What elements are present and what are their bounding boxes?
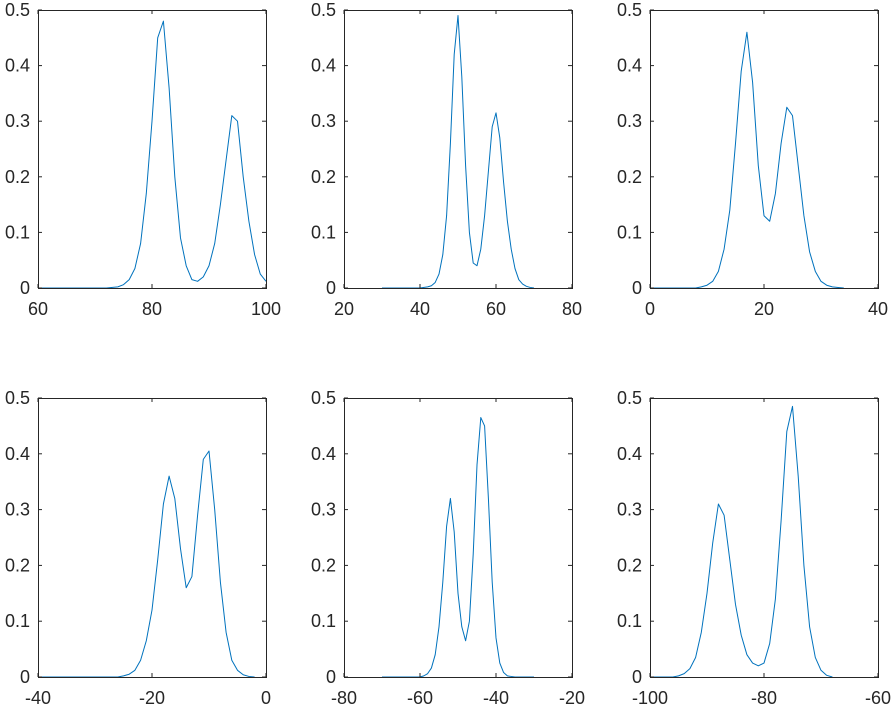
y-tick-label: 0.1	[617, 611, 642, 631]
axes-box	[650, 10, 879, 289]
y-tick-label: 0.1	[5, 611, 30, 631]
axes-box	[344, 10, 573, 289]
x-tick-label: 60	[28, 299, 48, 319]
x-tick-label: -100	[632, 688, 668, 706]
x-tick-label: 20	[754, 299, 774, 319]
x-tick-label: -80	[751, 688, 777, 706]
subplot-1: 60 80 100 0 0.1 0.2 0.3 0.4 0.5	[5, 0, 281, 319]
y-tick-label: 0.5	[617, 0, 642, 20]
x-tick-label: -60	[407, 688, 433, 706]
y-tick-label: 0.2	[311, 555, 336, 575]
x-tick-label: -40	[25, 688, 51, 706]
x-tick-label: 0	[261, 688, 271, 706]
x-tick-label: -20	[139, 688, 165, 706]
x-tick-label: -40	[483, 688, 509, 706]
y-tick-label: 0	[632, 278, 642, 298]
y-tick-label: 0.4	[617, 444, 642, 464]
y-tick-label: 0.1	[617, 222, 642, 242]
y-tick-label: 0.4	[311, 56, 336, 76]
y-tick-label: 0.5	[311, 0, 336, 20]
y-tick-label: 0.4	[311, 444, 336, 464]
series-line-1	[650, 31, 844, 289]
y-tick-label: 0.5	[617, 388, 642, 408]
subplot-2: 20 40 60 80 0 0.1 0.2 0.3 0.4 0.5	[311, 0, 582, 319]
subplot-5: -80 -60 -40 -20 0 0.1 0.2 0.3 0.4 0.5	[311, 388, 585, 706]
x-tick-label: 0	[645, 299, 655, 319]
y-tick-label: 0.4	[617, 56, 642, 76]
y-tick-label: 0.2	[617, 167, 642, 187]
x-tick-label: 40	[410, 299, 430, 319]
x-tick-label: 20	[334, 299, 354, 319]
axes-box	[38, 398, 267, 678]
x-tick-label: 100	[251, 299, 281, 319]
y-tick-label: 0.3	[617, 500, 642, 520]
axes-box	[344, 398, 573, 678]
x-tick-label: -80	[331, 688, 357, 706]
y-tick-label: 0	[326, 667, 336, 687]
series-line-1	[382, 15, 535, 289]
y-tick-label: 0.5	[5, 388, 30, 408]
x-tick-label: 40	[868, 299, 888, 319]
y-tick-label: 0.4	[5, 56, 30, 76]
series-line-1	[650, 405, 833, 678]
axes-box	[650, 398, 879, 678]
y-tick-label: 0	[632, 667, 642, 687]
y-tick-label: 0.1	[5, 222, 30, 242]
y-tick-label: 0.5	[5, 0, 30, 20]
y-tick-label: 0.3	[5, 111, 30, 131]
y-tick-label: 0.2	[617, 555, 642, 575]
subplot-6: -100 -80 -60 0 0.1 0.2 0.3 0.4 0.5	[617, 388, 891, 706]
y-tick-label: 0.5	[311, 388, 336, 408]
y-tick-label: 0.3	[311, 111, 336, 131]
x-tick-label: -20	[559, 688, 585, 706]
y-tick-label: 0.2	[5, 167, 30, 187]
subplot-4: -40 -20 0 0 0.1 0.2 0.3 0.4 0.5	[5, 388, 271, 706]
y-tick-label: 0.3	[311, 500, 336, 520]
x-tick-label: -60	[865, 688, 891, 706]
series-line-1	[382, 417, 534, 678]
y-tick-label: 0.2	[311, 167, 336, 187]
x-tick-label: 80	[142, 299, 162, 319]
y-tick-label: 0.4	[5, 444, 30, 464]
series-line-1	[38, 450, 255, 678]
y-tick-label: 0.1	[311, 611, 336, 631]
y-tick-label: 0.1	[311, 222, 336, 242]
x-tick-label: 60	[486, 299, 506, 319]
y-tick-label: 0.3	[617, 111, 642, 131]
series-line-1	[38, 20, 267, 289]
y-tick-label: 0	[20, 667, 30, 687]
y-tick-label: 0.2	[5, 555, 30, 575]
x-tick-label: 80	[562, 299, 582, 319]
y-tick-label: 0.3	[5, 500, 30, 520]
y-tick-label: 0	[326, 278, 336, 298]
axes-box	[38, 10, 267, 289]
y-tick-label: 0	[20, 278, 30, 298]
subplot-3: 0 20 40 0 0.1 0.2 0.3 0.4 0.5	[617, 0, 888, 319]
